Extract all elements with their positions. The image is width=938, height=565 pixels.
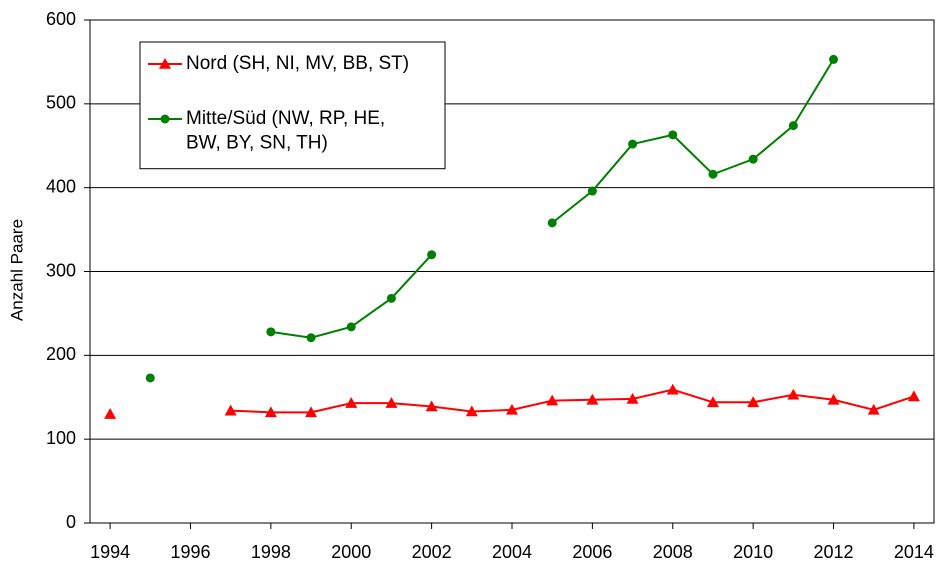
- y-axis-label: Anzahl Paare: [7, 219, 26, 321]
- marker: [224, 404, 237, 416]
- marker: [907, 390, 920, 402]
- marker: [788, 121, 798, 131]
- marker: [425, 400, 438, 412]
- x-tick-label: 2010: [733, 542, 773, 562]
- marker: [747, 396, 760, 408]
- marker: [748, 154, 758, 164]
- marker: [586, 393, 599, 405]
- y-tick-label: 0: [66, 512, 76, 532]
- plot-frame: [89, 19, 935, 524]
- y-tick-label: 300: [46, 260, 76, 280]
- marker: [385, 397, 398, 408]
- x-tick-label: 1996: [170, 542, 210, 562]
- marker: [104, 408, 117, 419]
- marker: [706, 396, 719, 408]
- marker: [666, 383, 679, 395]
- series-line: [230, 388, 915, 414]
- marker: [708, 169, 718, 179]
- y-tick-label: 200: [46, 344, 76, 364]
- legend-label-line: BW, BY, SN, TH): [186, 133, 328, 154]
- x-tick-label: 1994: [90, 542, 130, 562]
- legend-label: Mitte/Süd (NW, RP, HE, BW, BY, SN, TH): [186, 108, 385, 154]
- marker: [305, 406, 318, 418]
- marker: [264, 406, 277, 418]
- marker: [546, 394, 559, 406]
- x-tick-label: 2000: [331, 542, 371, 562]
- marker: [145, 373, 155, 383]
- marker: [306, 333, 316, 343]
- marker: [628, 139, 638, 149]
- marker: [867, 403, 880, 415]
- marker: [668, 130, 678, 140]
- x-tick-label: 2008: [653, 542, 693, 562]
- marker: [829, 54, 839, 64]
- marker: [787, 388, 800, 400]
- marker: [346, 322, 356, 332]
- y-tick-label: 100: [46, 428, 76, 448]
- x-tick-label: 2012: [814, 542, 854, 562]
- legend-label: Nord (SH, NI, MV, BB, ST): [186, 53, 409, 74]
- marker: [626, 392, 639, 404]
- marker: [465, 405, 478, 417]
- marker: [266, 327, 276, 337]
- legend-label-line: Mitte/Süd (NW, RP, HE,: [186, 108, 385, 129]
- x-tick-label: 2014: [894, 542, 934, 562]
- marker: [427, 250, 437, 260]
- legend: Nord (SH, NI, MV, BB, ST) Mitte/Süd (NW, …: [139, 41, 446, 170]
- y-tick-label: 400: [46, 176, 76, 196]
- marker: [160, 114, 170, 124]
- marker: [159, 58, 171, 69]
- legend-label-line: Nord (SH, NI, MV, BB, ST): [186, 53, 409, 74]
- x-tick-label: 2004: [492, 542, 532, 562]
- legend-box: [139, 41, 446, 170]
- marker: [506, 403, 518, 415]
- marker: [827, 393, 840, 405]
- y-tick-label: 600: [46, 9, 76, 29]
- marker: [386, 293, 396, 303]
- x-tick-label: 2006: [572, 542, 612, 562]
- x-tick-label: 1998: [251, 542, 291, 562]
- marker: [547, 218, 557, 228]
- x-tick-label: 2002: [412, 542, 452, 562]
- marker: [587, 186, 597, 196]
- marker: [345, 397, 358, 408]
- y-tick-label: 500: [46, 93, 76, 113]
